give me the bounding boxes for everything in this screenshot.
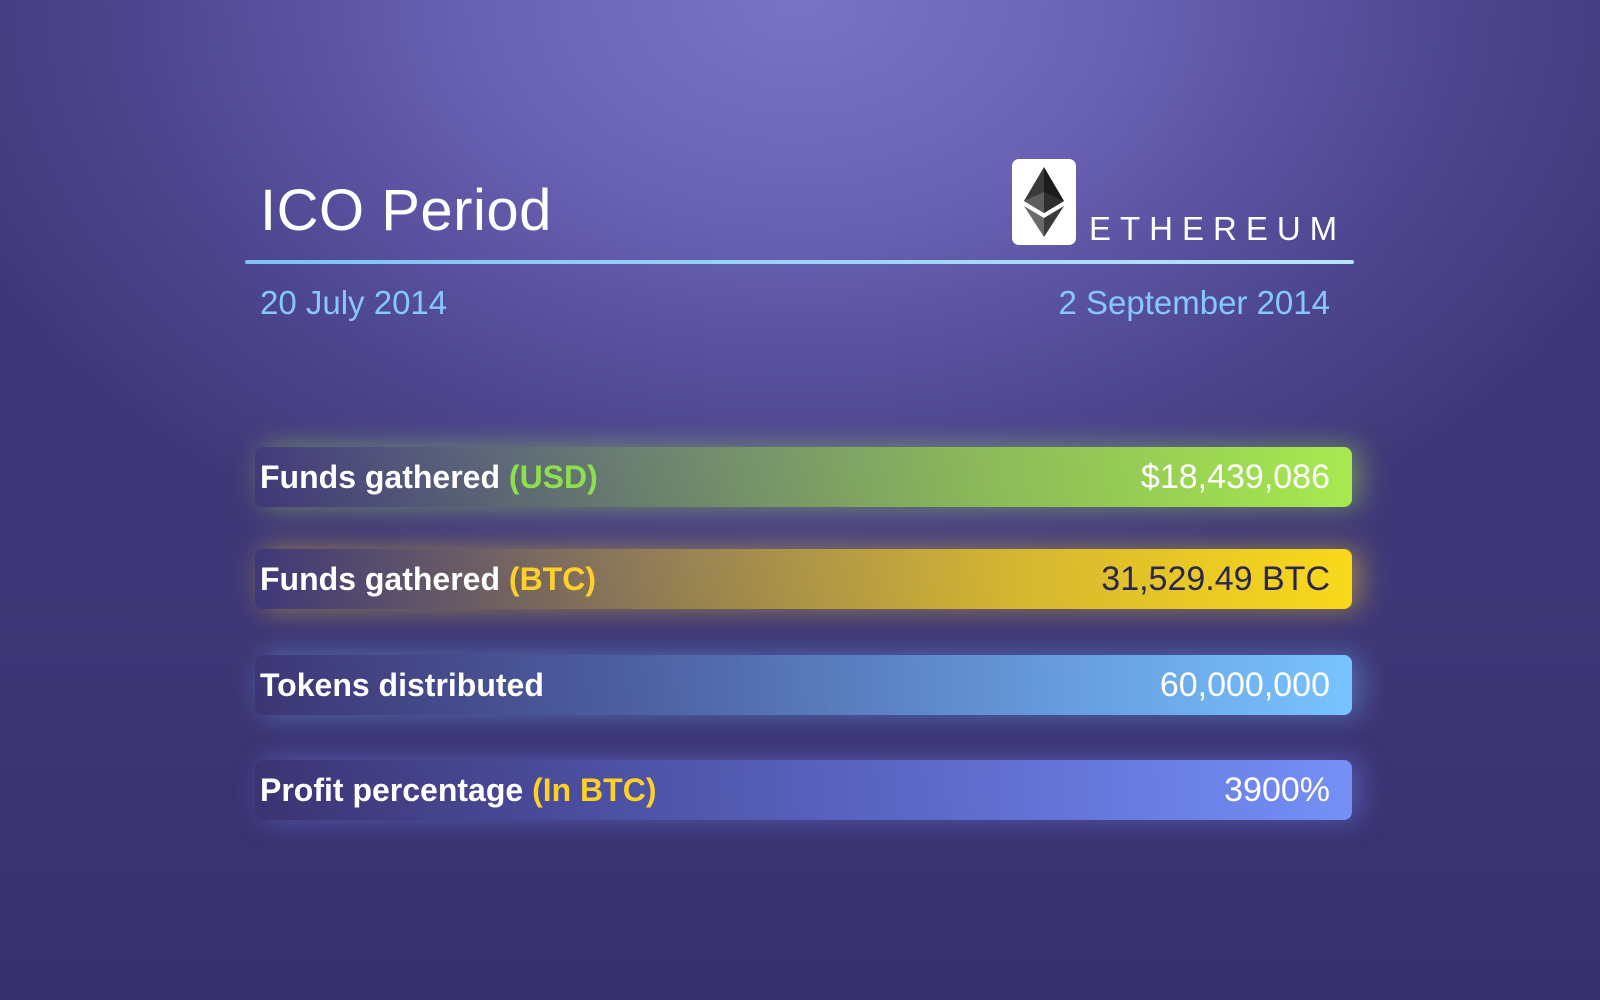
stat-label-text: Profit percentage: [260, 771, 524, 808]
stat-label: Profit percentage (In BTC): [260, 772, 656, 809]
brand-name: ETHEREUM: [1089, 210, 1347, 247]
stat-value: 60,000,000: [1159, 665, 1330, 704]
stat-qualifier: (In BTC): [532, 771, 657, 808]
stat-bar-tokens: Tokens distributed 60,000,000: [255, 655, 1352, 715]
start-date: 20 July 2014: [260, 284, 448, 321]
stat-value: 3900%: [1224, 770, 1330, 809]
stat-bar-funds-usd: Funds gathered (USD) $18,439,086: [255, 447, 1352, 507]
stat-label-text: Funds gathered: [260, 458, 501, 495]
ethereum-diamond-icon: [1012, 159, 1076, 245]
stat-qualifier: (BTC): [508, 560, 596, 597]
stat-label-text: Tokens distributed: [260, 666, 544, 703]
stat-value: 31,529.49 BTC: [1101, 559, 1330, 598]
stat-label: Tokens distributed: [260, 667, 544, 704]
stat-qualifier: (USD): [508, 458, 598, 495]
stat-label: Funds gathered (USD): [260, 459, 598, 496]
stat-value: $18,439,086: [1140, 457, 1330, 496]
page-title: ICO Period: [260, 178, 552, 243]
stat-label: Funds gathered (BTC): [260, 561, 596, 598]
title-divider: [245, 260, 1354, 264]
stat-bar-profit: Profit percentage (In BTC) 3900%: [255, 760, 1352, 820]
stat-label-text: Funds gathered: [260, 560, 501, 597]
ethereum-logo: ETHEREUM: [1012, 159, 1346, 245]
stat-bar-funds-btc: Funds gathered (BTC) 31,529.49 BTC: [255, 549, 1352, 609]
end-date: 2 September 2014: [1058, 284, 1330, 321]
